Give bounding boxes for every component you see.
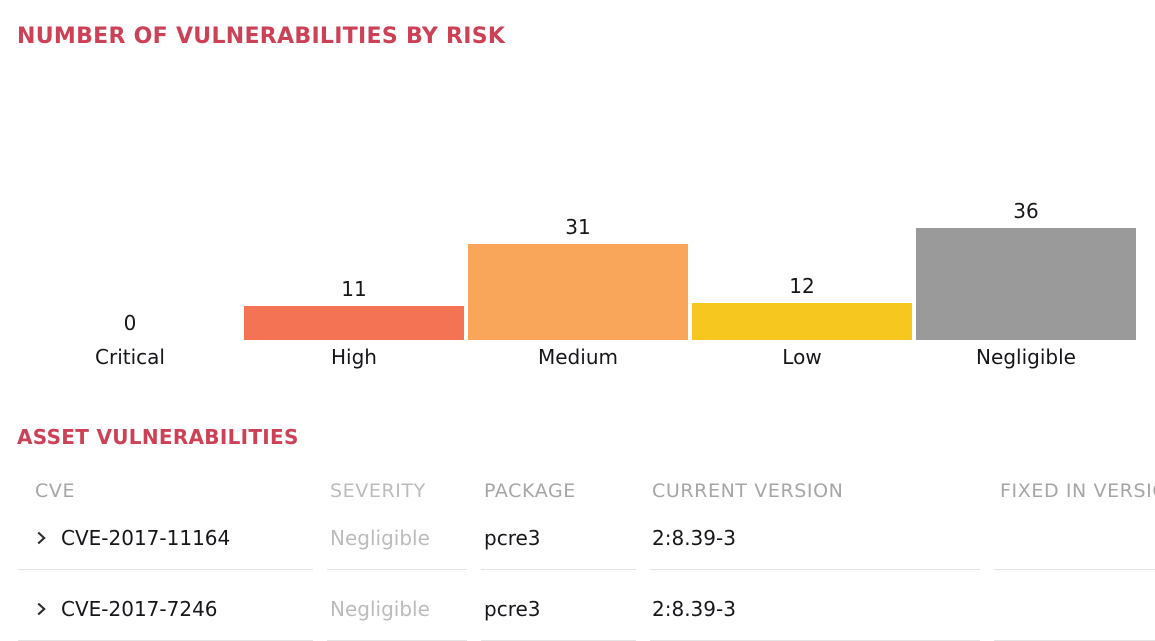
bar-slot-low: 12 [690, 275, 914, 340]
cve-id: CVE-2017-7246 [61, 597, 218, 621]
bar-value-high: 11 [341, 277, 367, 301]
column-header-package: PACKAGE [484, 479, 576, 502]
package-value: pcre3 [481, 507, 636, 570]
bar-slot-critical: 0 [18, 312, 242, 340]
bar-medium [468, 244, 688, 340]
bar-value-medium: 31 [565, 215, 591, 239]
category-label-negligible: Negligible [976, 345, 1076, 369]
table-row: CVE-2017-7246 Negligible pcre3 2:8.39-3 [18, 578, 1155, 641]
fixed-in-version-value [994, 507, 1155, 570]
column-header-current-version: CURRENT VERSION [652, 479, 844, 502]
bar-value-critical: 0 [123, 311, 137, 335]
bar-slot-medium: 31 [466, 216, 690, 340]
category-label-low: Low [782, 345, 822, 369]
category-label-critical: Critical [95, 345, 165, 369]
table-header-row: CVE SEVERITY PACKAGE CURRENT VERSION FIX… [18, 474, 1155, 507]
bar-value-negligible: 36 [1013, 199, 1039, 223]
severity-value: Negligible [327, 507, 467, 570]
bar-low [692, 303, 912, 340]
package-value: pcre3 [481, 578, 636, 641]
expand-row-button[interactable] [35, 529, 47, 547]
fixed-in-version-value [994, 578, 1155, 641]
vulnerabilities-by-risk-chart: 0 11 31 12 36 Critical High Medi [18, 190, 1138, 369]
current-version-value: 2:8.39-3 [650, 507, 980, 570]
asset-vulnerabilities-title: ASSET VULNERABILITIES [17, 425, 299, 449]
category-label-medium: Medium [538, 345, 618, 369]
bar-chart-plot-area: 0 11 31 12 36 [18, 190, 1138, 340]
bar-chart-category-axis: Critical High Medium Low Negligible [18, 345, 1138, 369]
category-label-high: High [331, 345, 377, 369]
current-version-value: 2:8.39-3 [650, 578, 980, 641]
bar-slot-negligible: 36 [914, 200, 1138, 340]
expand-row-button[interactable] [35, 600, 47, 618]
column-header-fixed-in-version: FIXED IN VERSION [1000, 479, 1155, 502]
bar-high [244, 306, 464, 340]
table-row: CVE-2017-11164 Negligible pcre3 2:8.39-3 [18, 507, 1155, 570]
severity-value: Negligible [327, 578, 467, 641]
chevron-right-icon [36, 531, 46, 545]
asset-vulnerabilities-table: CVE SEVERITY PACKAGE CURRENT VERSION FIX… [18, 474, 1155, 641]
table-body: CVE-2017-11164 Negligible pcre3 2:8.39-3… [18, 507, 1155, 641]
risk-chart-title: NUMBER OF VULNERABILITIES BY RISK [17, 24, 506, 49]
column-header-severity: SEVERITY [330, 479, 426, 502]
bar-value-low: 12 [789, 274, 815, 298]
bar-negligible [916, 228, 1136, 340]
cve-id: CVE-2017-11164 [61, 526, 231, 550]
chevron-right-icon [36, 602, 46, 616]
bar-slot-high: 11 [242, 278, 466, 340]
column-header-cve: CVE [35, 479, 76, 502]
